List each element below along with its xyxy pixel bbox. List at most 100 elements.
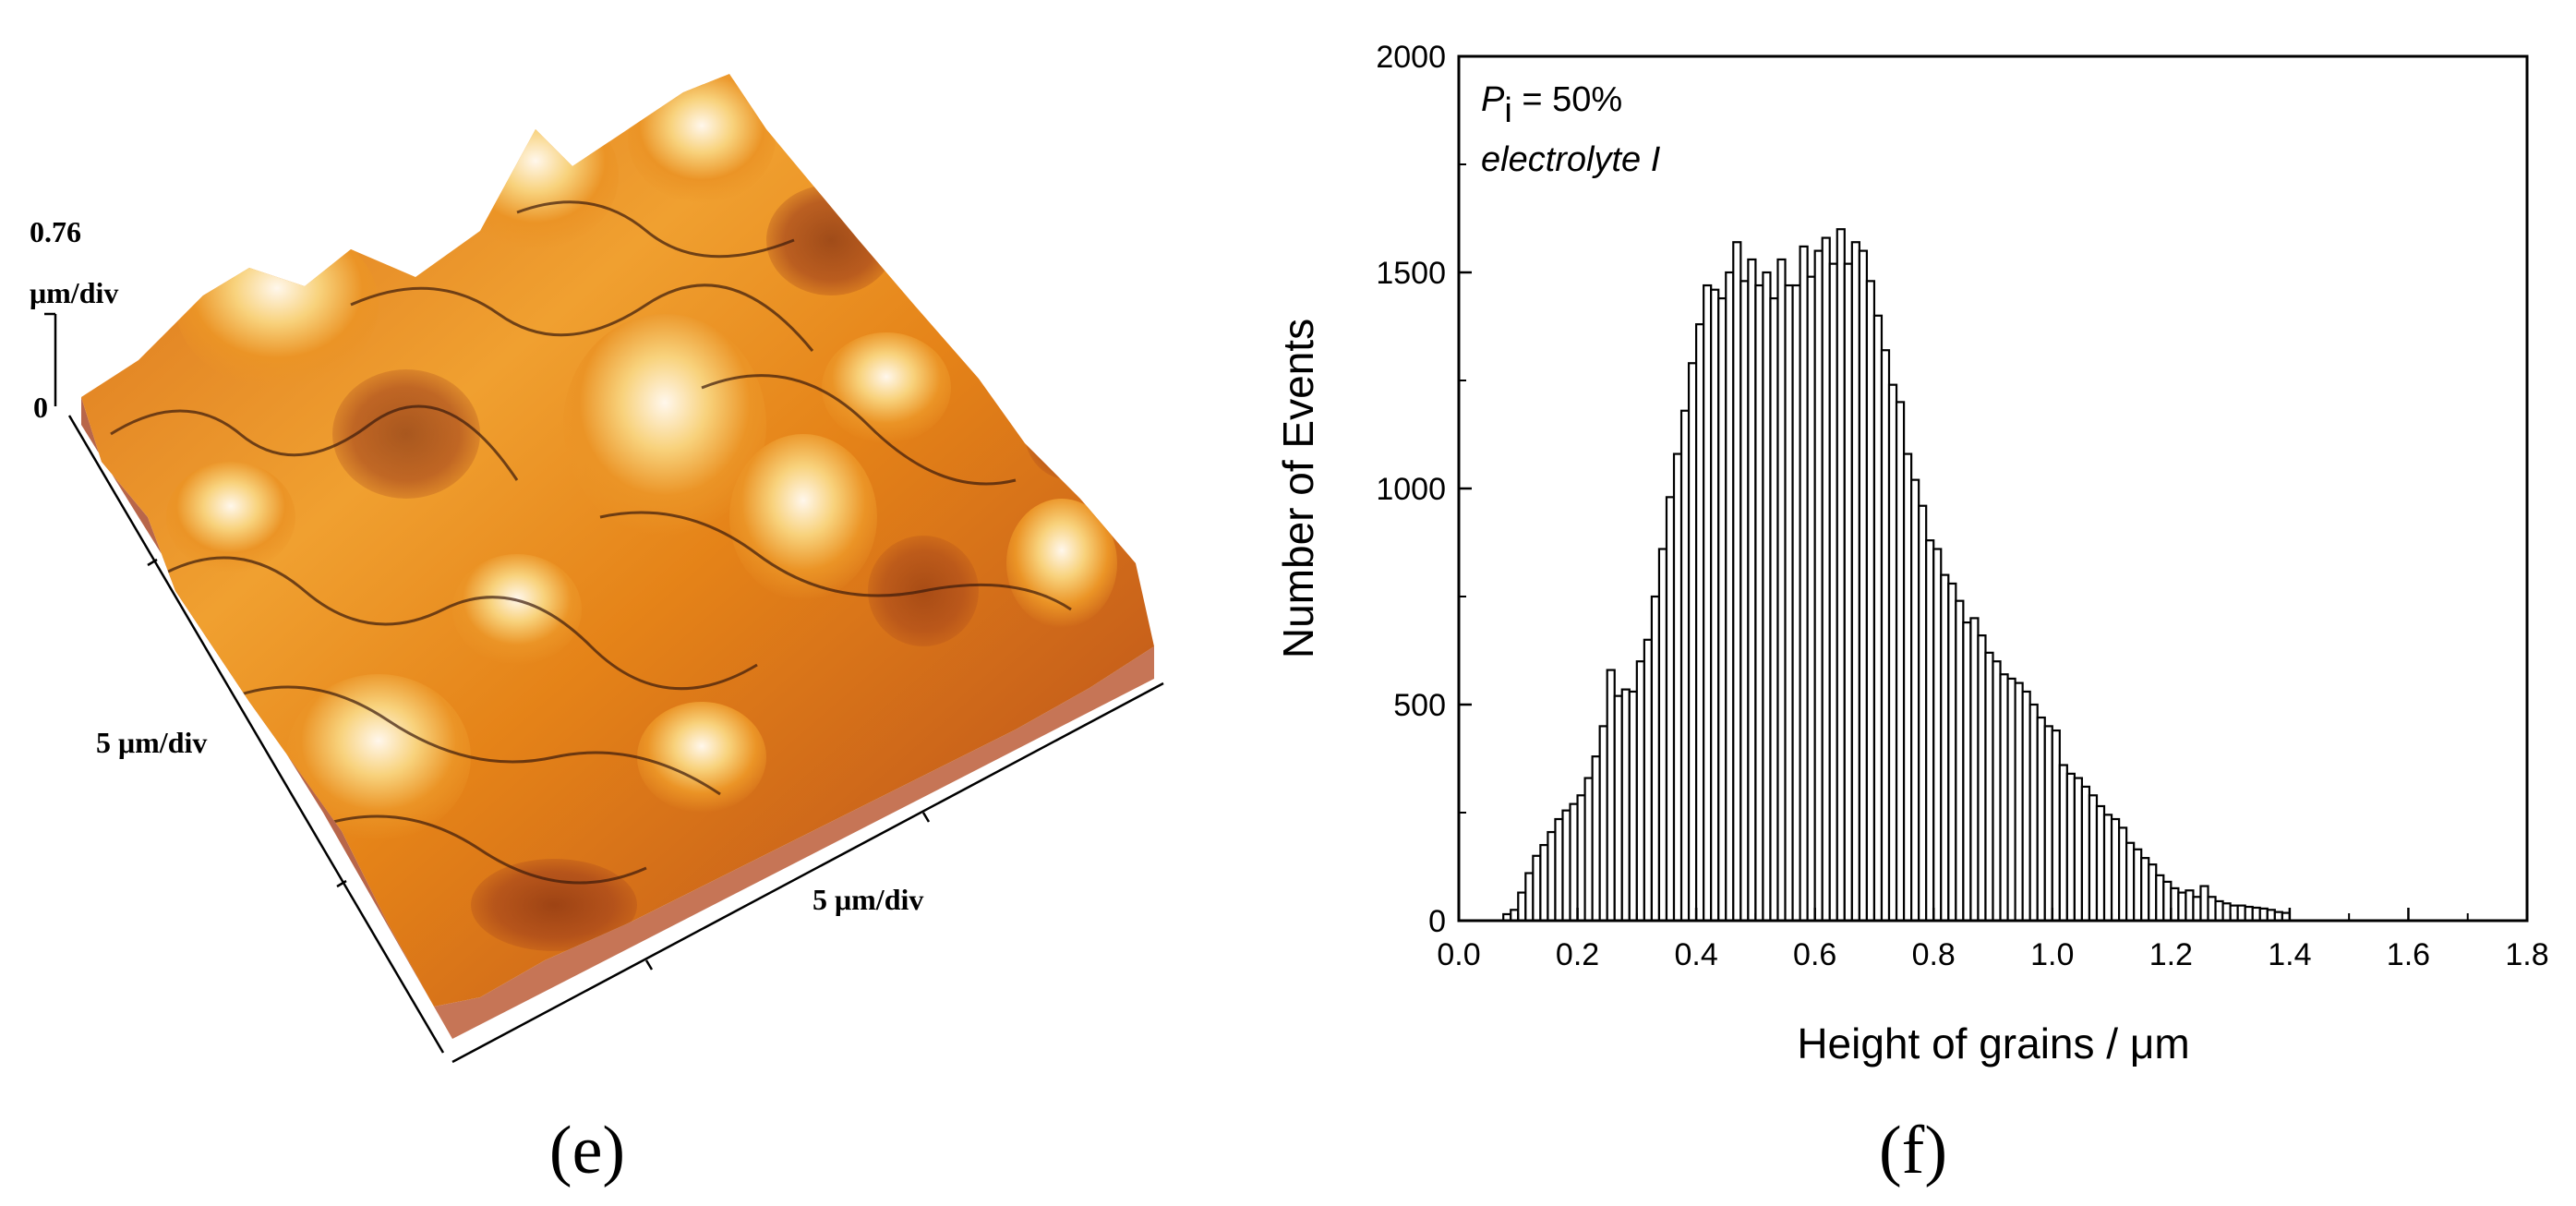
histogram-bar <box>1791 283 1801 923</box>
histogram-bar <box>1821 236 1831 923</box>
histogram-bar <box>1850 241 1860 923</box>
histogram-bar <box>2051 729 2061 923</box>
afm-axes <box>44 312 1164 1064</box>
histogram-bar <box>1591 755 1601 923</box>
histogram-bar <box>1813 249 1824 923</box>
histogram-bar <box>2065 772 2076 923</box>
histogram-bar <box>1583 777 1594 923</box>
histogram-bar <box>2133 848 2143 923</box>
histogram-bar <box>1687 362 1698 923</box>
histogram-bar <box>2073 777 2084 923</box>
histogram-bar <box>2080 785 2091 923</box>
afm-3d-surface <box>81 74 1154 1039</box>
histogram-bar <box>2214 899 2224 923</box>
histogram-bar <box>1717 296 1727 923</box>
histogram-bar <box>1962 621 1972 923</box>
histogram-bar <box>1799 245 1809 923</box>
histogram-bar <box>1828 262 1838 923</box>
afm-z-bottom-label: 0 <box>33 391 48 424</box>
histogram-bar <box>1955 599 1965 923</box>
histogram-bar <box>1517 891 1527 923</box>
afm-tick <box>644 959 654 971</box>
x-tick-label: 1.4 <box>2268 937 2311 972</box>
x-tick-label: 0.6 <box>1793 937 1836 972</box>
annotation-pi-subscript: i <box>1504 91 1511 130</box>
histogram-bar <box>1747 258 1757 923</box>
histogram-bar <box>1992 660 2002 923</box>
histogram-bar <box>1539 843 1549 923</box>
annotation-pi-value: = 50% <box>1512 80 1622 119</box>
y-tick-label: 1500 <box>1376 256 1446 291</box>
histogram-bar <box>1643 638 1654 923</box>
histogram-bar <box>1732 241 1742 923</box>
histogram-bar <box>2251 906 2261 923</box>
histogram-bar <box>2244 905 2254 923</box>
annotation-pi: Pi = 50% <box>1481 80 1622 130</box>
histogram-bar <box>2177 891 2187 923</box>
histogram-bar <box>2110 817 2121 923</box>
histogram: 0.0 0.2 0.4 0.6 0.8 1.0 1.2 1.4 1.6 1.8 0 500 1000 1… <box>1274 40 2549 1067</box>
x-tick-label: 1.6 <box>2387 937 2430 972</box>
histogram-bar <box>1895 401 1906 923</box>
x-tick-label: 0.0 <box>1437 937 1480 972</box>
histogram-bar <box>2021 690 2031 923</box>
y-axis-title: Number of Events <box>1274 319 1322 658</box>
y-tick-label: 2000 <box>1376 40 1446 75</box>
histogram-bar <box>2036 716 2046 923</box>
histogram-bar <box>1613 694 1623 923</box>
histogram-bar <box>1843 262 1853 923</box>
histogram-bar <box>1836 228 1846 923</box>
histogram-bar <box>2117 826 2128 923</box>
histogram-bar <box>1524 872 1535 923</box>
histogram-bar <box>1806 275 1816 923</box>
histogram-bar <box>1887 383 1898 923</box>
annotation-pi-symbol: P <box>1481 80 1505 119</box>
histogram-bar <box>1547 830 1557 923</box>
histogram-bar <box>2221 902 2232 923</box>
histogram-bar <box>1918 504 1928 923</box>
histogram-bar <box>1635 660 1645 923</box>
histogram-bar <box>1977 634 1987 923</box>
histogram-bar <box>1725 271 1735 923</box>
histogram-bar <box>1650 595 1661 923</box>
annotation-electrolyte: electrolyte I <box>1481 140 1661 179</box>
histogram-bar <box>1902 452 1913 923</box>
panel-f-label: (f) <box>1879 1113 1947 1188</box>
histogram-bar <box>1510 909 1520 923</box>
histogram-bars <box>1502 228 2291 923</box>
histogram-bar <box>1532 854 1542 923</box>
histogram-bar <box>1769 296 1779 923</box>
histogram-bar <box>2140 857 2150 923</box>
histogram-bar <box>2088 794 2099 923</box>
histogram-bar <box>1784 283 1794 923</box>
y-axis-ticks: 0 500 1000 1500 2000 <box>1376 40 1472 939</box>
histogram-bar <box>1672 452 1683 923</box>
x-tick-label: 1.0 <box>2030 937 2074 972</box>
afm-y-axis-line <box>67 415 445 1054</box>
histogram-bar <box>1679 409 1691 923</box>
histogram-bar <box>1695 323 1705 923</box>
histogram-bar <box>2125 841 2136 923</box>
histogram-bar <box>1872 314 1884 923</box>
histogram-bar <box>1598 725 1608 923</box>
histogram-bar <box>2102 814 2113 923</box>
x-tick-label: 0.4 <box>1674 937 1717 972</box>
histogram-bar <box>1576 794 1586 923</box>
histogram-bar <box>2006 677 2016 923</box>
afm-tick <box>921 812 931 823</box>
afm-z-unit-label: μm/div <box>30 276 118 309</box>
histogram-bar <box>1776 258 1787 923</box>
histogram-bar <box>1932 548 1943 923</box>
histogram-bar <box>2266 909 2276 923</box>
afm-surface-texture <box>110 74 1117 951</box>
x-tick-label: 0.2 <box>1556 937 1599 972</box>
histogram-bar <box>2058 764 2068 923</box>
y-tick-label: 1000 <box>1376 472 1446 507</box>
x-tick-label: 1.8 <box>2505 937 2548 972</box>
histogram-bar <box>2258 907 2269 923</box>
histogram-bar <box>1665 496 1676 923</box>
histogram-bar <box>2185 889 2195 923</box>
histogram-bar <box>1925 539 1935 923</box>
histogram-bar <box>2236 904 2246 923</box>
